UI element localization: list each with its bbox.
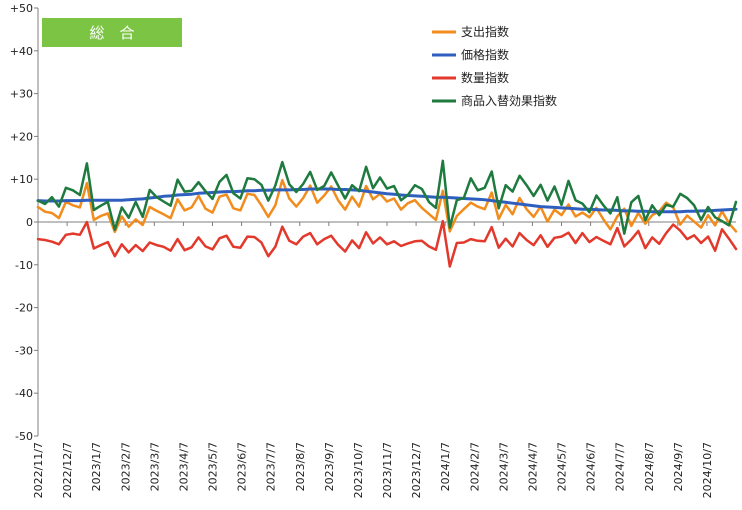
y-tick-label: +30 [10,88,33,101]
x-tick-label: 2022/11/7 [32,442,45,498]
x-tick-label: 2023/11/7 [381,442,394,498]
x-tick-label: 2022/12/7 [61,442,74,498]
x-tick-label: 2023/3/7 [148,442,161,491]
series-line-2 [36,219,738,268]
legend-label-0: 支出指数 [461,24,509,39]
x-tick-label: 2023/1/7 [90,442,103,491]
y-tick-label: +20 [10,130,33,143]
x-tick-label: 2023/9/7 [323,442,336,491]
y-tick-label: -10 [15,259,33,272]
x-tick-label: 2023/8/7 [294,442,307,491]
series-lines [36,159,738,268]
y-tick-label: -20 [15,302,33,315]
x-tick-label: 2024/9/7 [672,442,685,491]
y-tick-label: +40 [10,45,33,58]
legend-label-2: 数量指数 [461,70,509,85]
y-tick-label: 0 [26,216,33,229]
x-tick-label: 2023/4/7 [177,442,190,491]
y-tick-label: -50 [15,430,33,443]
x-tick-label: 2024/6/7 [585,442,598,491]
x-tick-label: 2024/1/7 [439,442,452,491]
series-line-3 [36,159,738,235]
y-tick-label: +50 [10,2,33,15]
legend-label-3: 商品入替効果指数 [461,93,557,108]
y-axis: +50 +40 +30 +20 +10 0 -10 -20 -30 -40 -50 [10,2,39,443]
x-tick-label: 2024/4/7 [526,442,539,491]
chart-badge: 総 合 [42,18,182,47]
x-tick-label: 2024/10/7 [701,442,714,498]
x-tick-label: 2024/3/7 [497,442,510,491]
x-tick-label: 2023/2/7 [119,442,132,491]
y-tick-label: -40 [15,387,33,400]
x-tick-label: 2023/6/7 [236,442,249,491]
badge-background [42,18,182,47]
badge-label: 総 合 [89,24,134,42]
y-tick-label: +10 [10,173,33,186]
x-tick-label: 2024/5/7 [556,442,569,491]
x-tick-label: 2024/7/7 [614,442,627,491]
x-tick-label: 2023/5/7 [207,442,220,491]
x-tick-label: 2024/8/7 [643,442,656,491]
x-tick-label: 2023/10/7 [352,442,365,498]
x-tick-label: 2023/7/7 [265,442,278,491]
y-tick-label: -30 [15,344,33,357]
x-axis: 2022/11/7 2022/12/7 2023/1/7 2023/2/7 2023/3… [32,221,736,498]
x-tick-label: 2024/2/7 [468,442,481,491]
x-tick-label: 2023/12/7 [410,442,423,498]
legend-label-1: 価格指数 [461,47,509,62]
